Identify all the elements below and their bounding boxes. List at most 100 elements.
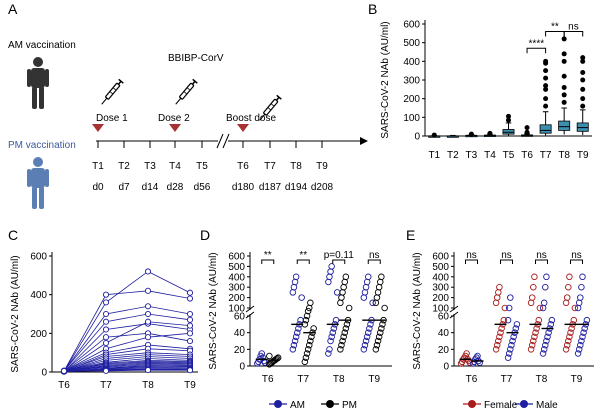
data-point-female — [563, 341, 571, 349]
data-point-female — [495, 289, 502, 296]
data-point-pm — [378, 273, 385, 281]
series-line-c — [63, 354, 191, 372]
panel-label-e: E — [406, 227, 415, 243]
timepoint-label: T8 — [290, 161, 302, 172]
data-point-am — [292, 333, 300, 341]
y-tick-label-c: 0 — [41, 368, 47, 379]
sig-bracket-b — [563, 30, 584, 37]
y-tick-label-b: 300 — [403, 76, 420, 87]
data-point-female — [527, 346, 535, 353]
data-point-c — [102, 310, 110, 318]
y-tick-label: 600 — [228, 252, 245, 263]
data-point-pm — [339, 337, 346, 345]
data-point-pm — [341, 329, 349, 336]
y-tick-label-b: 200 — [403, 94, 420, 105]
data-point-am — [328, 263, 335, 270]
data-point-am — [289, 346, 297, 353]
data-point-pm — [343, 321, 351, 328]
data-point-male — [476, 359, 483, 366]
outlier-point-b — [543, 75, 549, 81]
data-point-am — [328, 333, 335, 341]
x-tick-label: T7 — [501, 374, 513, 385]
sig-label: p=0.11 — [324, 250, 355, 261]
x-tick-label-c: T7 — [100, 380, 112, 391]
data-point-pm — [310, 325, 317, 332]
data-point-am — [365, 273, 372, 281]
data-point-pm — [373, 341, 381, 349]
y-axis-label-c: SARS-CoV-2 NAb (AU/ml) — [10, 255, 21, 372]
outlier-point-b — [580, 70, 586, 76]
data-point-c — [144, 303, 152, 310]
day-label: d180 — [232, 182, 255, 193]
data-point-female — [571, 304, 579, 312]
data-point-pm — [374, 289, 382, 296]
axis-break-mark — [449, 311, 459, 319]
am-vaccination-label: AM vaccination — [8, 40, 76, 51]
series-line-c — [63, 358, 191, 372]
data-point-female — [527, 299, 535, 307]
data-point-female — [497, 329, 504, 336]
y-tick-label-b: 600 — [403, 20, 420, 31]
x-tick-label: T6 — [466, 374, 478, 385]
timeline-break-1 — [216, 133, 224, 149]
day-label: d14 — [142, 182, 159, 193]
data-point-male — [543, 337, 550, 345]
data-point-male — [575, 299, 583, 307]
data-point-female — [496, 333, 503, 341]
data-point-am — [295, 325, 302, 332]
series-line-c — [63, 344, 191, 372]
outlier-point-b — [506, 113, 511, 119]
data-point-am — [325, 350, 332, 357]
data-point-male — [574, 350, 582, 357]
data-point-male — [504, 316, 512, 324]
panel-c-chart: 0 200 400 600 T6 T7 T8 T9 SARS-CoV-2 NAb (AU/ml) — [10, 252, 198, 391]
data-point-c — [102, 339, 110, 347]
data-point-female — [531, 333, 538, 341]
data-point-am — [369, 299, 376, 307]
series-line-c — [63, 270, 191, 372]
data-point-c — [186, 330, 194, 337]
x-tick-label: T7 — [297, 374, 309, 385]
data-point-pm — [307, 337, 314, 345]
data-point-am — [361, 341, 369, 349]
timepoint-label: T6 — [237, 161, 249, 172]
data-point-male — [508, 341, 515, 349]
sig-bracket — [465, 259, 478, 264]
boost-label: Boost dose — [226, 113, 276, 124]
y-tick-label: 200 — [228, 293, 245, 304]
timepoint-label: T7 — [264, 161, 276, 172]
series-line-c — [63, 363, 191, 372]
data-point-female — [493, 294, 501, 301]
data-point-female — [565, 337, 572, 345]
x-tick-label-b: T6 — [521, 150, 533, 161]
am-person-icon — [27, 57, 49, 109]
data-point-pm — [302, 316, 310, 324]
data-point-pm — [381, 304, 388, 312]
data-point-male — [581, 325, 588, 332]
panel-label-c: C — [8, 227, 18, 243]
data-point-female — [570, 316, 578, 324]
y-tick-label-b: 100 — [403, 113, 420, 124]
data-point-female — [562, 346, 570, 353]
data-point-pm — [373, 294, 381, 301]
outlier-point-b — [561, 58, 567, 64]
data-point-pm — [341, 278, 349, 286]
data-point-pm — [345, 304, 353, 312]
x-tick-label: T9 — [368, 374, 380, 385]
data-point-c — [186, 295, 194, 302]
y-tick-label: 400 — [228, 272, 245, 283]
series-line-c — [63, 368, 191, 372]
y-axis-label: SARS-CoV-2 NAb (AU/ml) — [208, 252, 219, 369]
data-point-c — [144, 318, 152, 325]
y-tick-label: 60 — [234, 312, 246, 323]
data-point-pm — [374, 337, 382, 345]
syringe-icon-2 — [172, 78, 199, 107]
data-point-male — [512, 325, 520, 332]
data-point-am — [327, 268, 334, 275]
sig-bracket — [296, 259, 310, 264]
y-tick-label: 200 — [432, 293, 449, 304]
data-point-am — [361, 289, 369, 296]
data-point-female — [528, 341, 536, 349]
data-point-pm — [303, 312, 311, 320]
sig-label: ** — [264, 250, 272, 261]
